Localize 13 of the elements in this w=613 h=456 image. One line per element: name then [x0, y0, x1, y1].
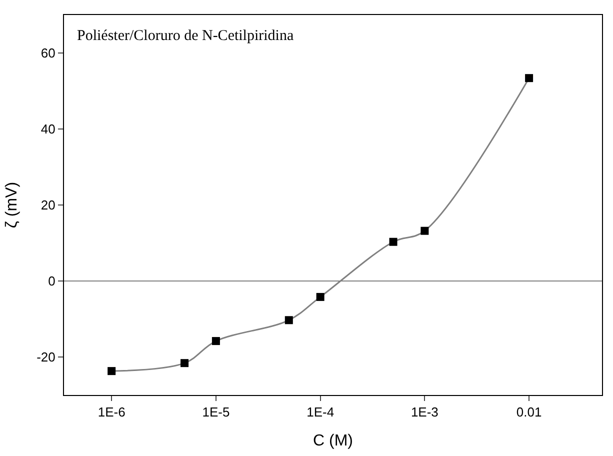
y-axis-title: ζ (mV) — [4, 182, 21, 228]
x-axis-title: C (M) — [313, 432, 353, 450]
x-tick-label: 1E-3 — [410, 404, 438, 420]
x-tick-label: 1E-6 — [98, 404, 126, 420]
y-tick-label: -20 — [36, 350, 56, 365]
annotation: Poliéster/Cloruro de N-Cetilpiridina — [77, 28, 294, 44]
x-tick-label: 1E-5 — [202, 404, 230, 420]
x-tick-label: 1E-4 — [306, 404, 334, 420]
y-tick-label: 60 — [40, 46, 56, 61]
y-tick-label: 20 — [40, 198, 56, 213]
y-tick-label: 0 — [48, 274, 56, 289]
x-tick-label: 0.01 — [516, 404, 542, 420]
y-tick-label: 40 — [40, 122, 56, 137]
